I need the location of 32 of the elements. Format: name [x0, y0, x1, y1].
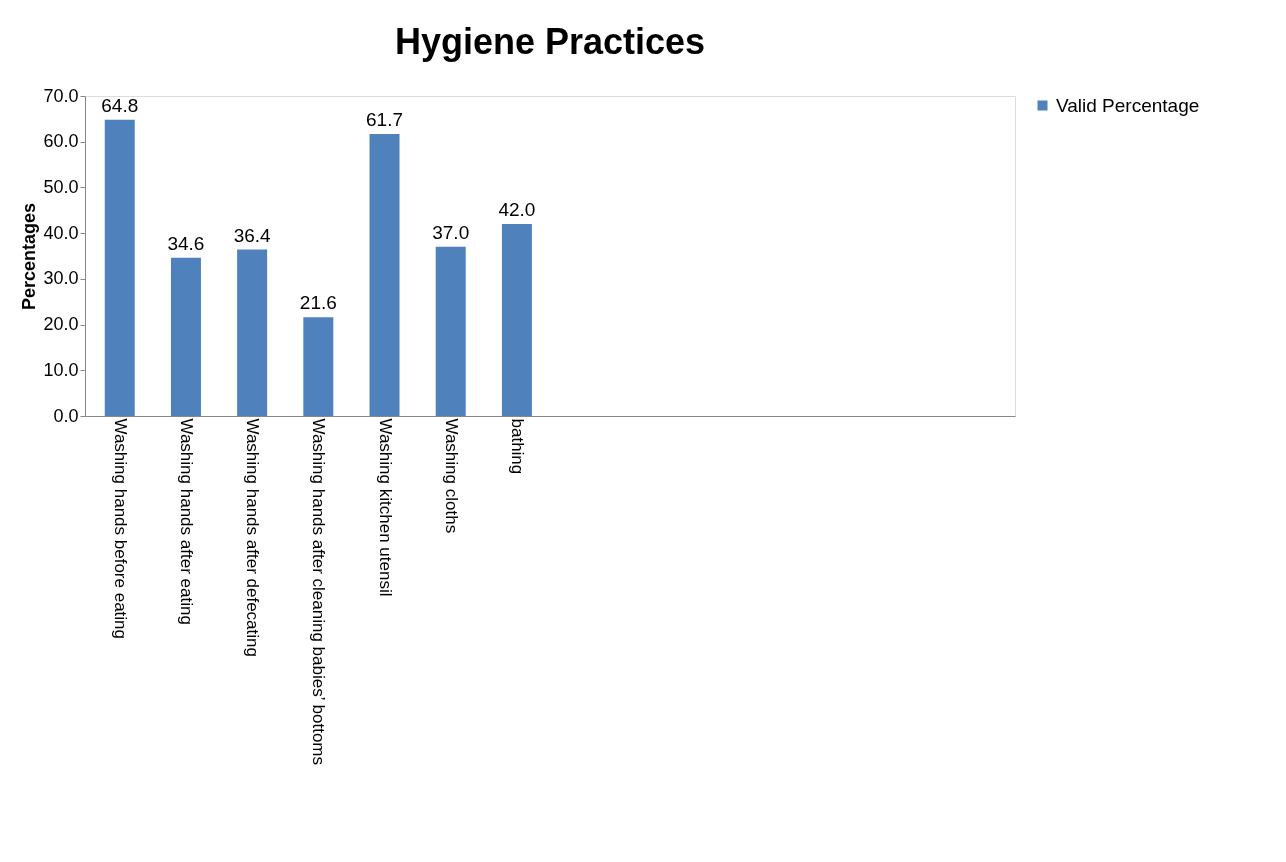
x-tick-label: Washing hands after cleaning babies’ bottoms: [309, 418, 329, 765]
y-tick-label: 70.0: [43, 85, 79, 106]
x-tick-label: Washing hands before eating: [110, 418, 130, 640]
data-label: 34.6: [167, 232, 205, 254]
data-label: 36.4: [233, 224, 272, 246]
y-axis-title: Percentages: [19, 202, 40, 311]
x-tick-label: bathing: [507, 418, 527, 475]
bar: [170, 257, 201, 416]
data-label: 61.7: [366, 108, 404, 130]
y-tick-label: 10.0: [43, 359, 79, 380]
y-tick-label: 20.0: [43, 314, 79, 335]
bar: [237, 249, 268, 416]
bar: [435, 246, 466, 416]
bar: [369, 133, 400, 416]
y-tick-label: 50.0: [43, 176, 79, 197]
y-tick-label: 60.0: [43, 131, 79, 152]
legend-label: Valid Percentage: [1056, 94, 1200, 116]
x-tick-label: Washing kitchen utensil: [375, 418, 395, 597]
x-tick-label: Washing cloths: [441, 418, 461, 534]
y-tick-label: 40.0: [43, 222, 79, 243]
data-label: 42.0: [498, 199, 536, 220]
x-tick-label: Washing hands after eating: [176, 418, 196, 625]
chart-title: Hygiene Practices: [394, 21, 706, 62]
bar: [104, 119, 135, 416]
x-tick-label: Washing hands after defecating: [243, 418, 263, 657]
bar: [303, 317, 334, 416]
data-label: 37.0: [432, 221, 470, 243]
data-label: 21.6: [299, 292, 337, 314]
y-tick-label: 30.0: [43, 268, 79, 289]
bar: [501, 224, 532, 416]
y-tick-label: 0.0: [53, 405, 79, 426]
data-label: 64.8: [101, 94, 139, 116]
